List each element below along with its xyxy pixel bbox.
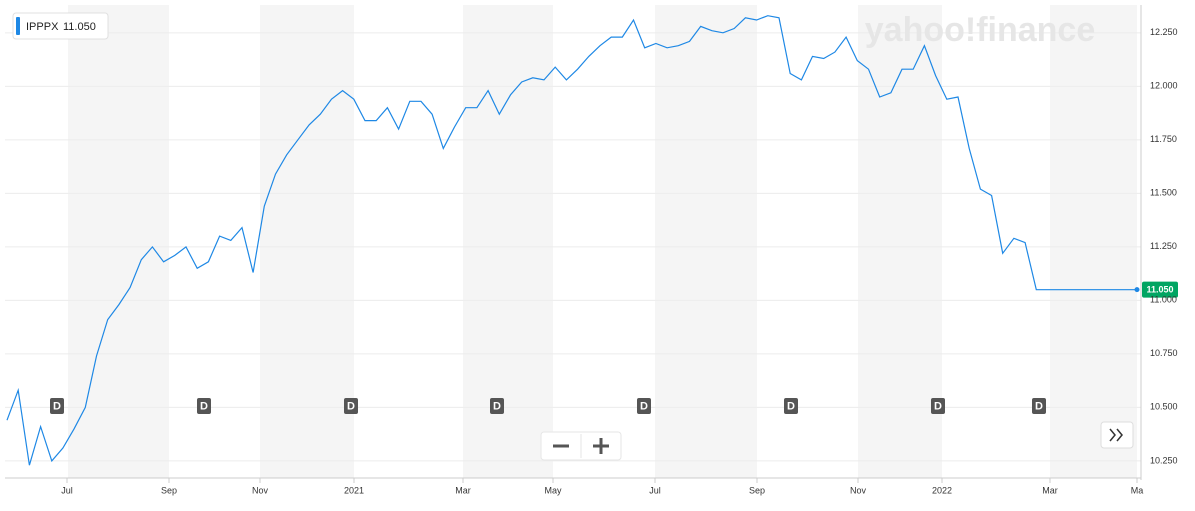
dividend-marker	[50, 398, 64, 414]
scroll-box[interactable]	[1100, 421, 1134, 449]
x-tick-label: Jul	[649, 485, 661, 495]
zoom-in-button[interactable]	[593, 438, 609, 454]
dividend-label: D	[347, 400, 355, 412]
dividend-marker	[1032, 398, 1046, 414]
y-tick-label: 11.000	[1150, 295, 1177, 305]
current-price-label: 11.050	[1146, 285, 1173, 295]
dividend-marker	[344, 398, 358, 414]
y-tick-label: 11.750	[1150, 134, 1177, 144]
dividend-label: D	[1035, 400, 1043, 412]
x-tick-label: Sep	[161, 485, 177, 495]
y-tick-label: 12.250	[1150, 27, 1178, 37]
x-tick-label: Nov	[252, 485, 269, 495]
dividend-marker	[197, 398, 211, 414]
watermark: yahoo!finance	[865, 11, 1095, 49]
price-line	[6, 15, 1137, 466]
dividend-label: D	[53, 400, 61, 412]
dividend-label: D	[200, 400, 208, 412]
y-tick-label: 12.000	[1150, 81, 1178, 91]
scroll-icon[interactable]	[1109, 428, 1123, 442]
x-tick-label: 2022	[932, 485, 952, 495]
x-tick-label: May	[544, 485, 562, 495]
period-band	[260, 5, 354, 478]
legend-value: 11.050	[63, 21, 96, 33]
x-tick-label: 2021	[344, 485, 364, 495]
current-price-tag	[1142, 281, 1178, 298]
y-tick-label: 10.500	[1150, 402, 1178, 412]
period-band	[463, 5, 553, 478]
period-band	[655, 5, 757, 478]
dividend-marker	[490, 398, 504, 414]
dividend-label: D	[787, 400, 795, 412]
period-band	[858, 5, 942, 478]
dividend-marker	[637, 398, 651, 414]
x-tick-label: Ma	[1131, 485, 1144, 495]
dividend-marker	[931, 398, 945, 414]
y-tick-label: 11.250	[1150, 241, 1177, 251]
dividend-marker	[784, 398, 798, 414]
y-tick-label: 10.250	[1150, 455, 1178, 465]
x-tick-label: Jul	[61, 485, 73, 495]
period-band	[68, 5, 169, 478]
y-tick-label: 10.750	[1150, 348, 1178, 358]
y-tick-label: 11.500	[1150, 188, 1177, 198]
x-tick-label: Mar	[1042, 485, 1058, 495]
dividend-label: D	[640, 400, 648, 412]
legend-swatch	[16, 17, 20, 35]
legend-box	[12, 12, 109, 40]
legend: IPPPX 11.050	[12, 12, 109, 40]
zoom-controls	[540, 431, 622, 461]
dividend-label: D	[934, 400, 942, 412]
legend-name: IPPPX	[26, 21, 59, 33]
x-tick-label: Mar	[455, 485, 471, 495]
scroll-button[interactable]	[1100, 421, 1134, 449]
x-tick-label: Nov	[850, 485, 867, 495]
x-tick-label: Sep	[749, 485, 765, 495]
period-band	[1050, 5, 1137, 478]
dividend-label: D	[493, 400, 501, 412]
current-price-dot	[1134, 287, 1140, 293]
